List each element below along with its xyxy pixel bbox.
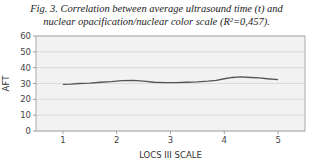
tick-mark (62, 131, 63, 134)
tick-mark (33, 99, 36, 100)
tick-mark (33, 115, 36, 116)
tick-mark (33, 51, 36, 52)
y-axis-label: AFT (1, 75, 11, 92)
tick-label: 40 (20, 63, 31, 73)
tick-mark (278, 131, 279, 134)
tick-mark (33, 36, 36, 37)
tick-mark (116, 131, 117, 134)
tick-mark (170, 131, 171, 134)
tick-label: 10 (20, 110, 31, 120)
title: Fig. 3. Correlation between average ultr… (29, 3, 283, 15)
line (63, 77, 278, 84)
grid-line (36, 67, 305, 68)
series-group (63, 77, 278, 84)
plot-frame (36, 36, 305, 131)
tick-mark (33, 67, 36, 68)
grid-line (36, 51, 305, 52)
tick-label: 5 (275, 135, 280, 145)
tick-label: 20 (20, 94, 31, 104)
grid-line (36, 99, 305, 100)
tick-label: 60 (20, 31, 31, 41)
tick-mark (224, 131, 225, 134)
tick-mark (33, 131, 36, 132)
tick-label: 4 (222, 135, 227, 145)
tick-label: 3 (168, 135, 173, 145)
tick-mark (33, 83, 36, 84)
plot-area (36, 36, 305, 131)
tick-label: 2 (114, 135, 119, 145)
tick-label: 1 (60, 135, 65, 145)
subtitle: nuclear opacification/nuclear color scal… (43, 16, 270, 28)
grid-line (36, 115, 305, 116)
chart: Fig. 3. Correlation between average ultr… (0, 0, 313, 161)
tick-label: 50 (20, 47, 31, 57)
tick-label: 30 (20, 79, 31, 89)
x-axis-label: LOCS III SCALE (139, 150, 202, 160)
tick-label: 0 (26, 126, 31, 136)
